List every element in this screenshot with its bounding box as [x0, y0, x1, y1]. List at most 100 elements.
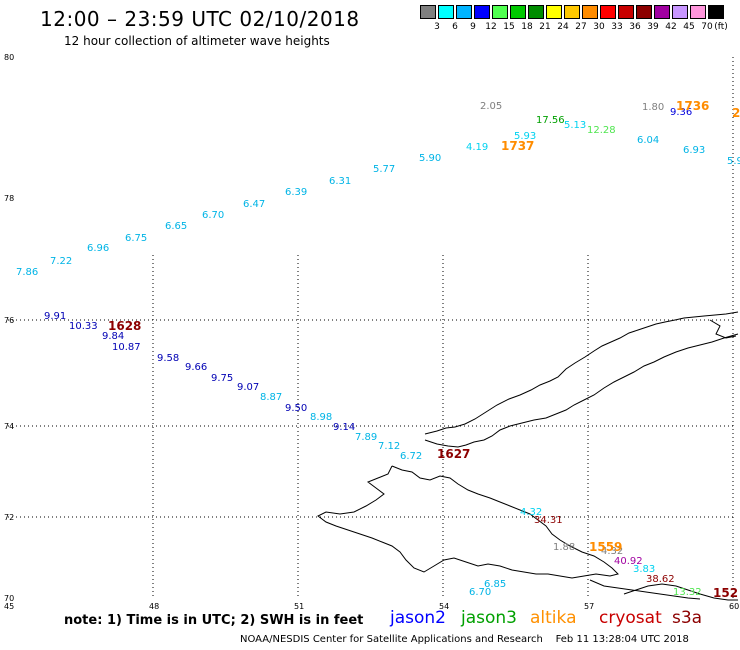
coastline: [317, 311, 739, 601]
wave-height-value: 38.62: [646, 574, 675, 585]
legend-swatch: [456, 5, 472, 19]
legend-swatch: [618, 5, 634, 19]
wave-height-value: 5.90: [419, 153, 441, 164]
legend-swatch: [546, 5, 562, 19]
wave-height-value: 4.32: [520, 507, 542, 518]
legend-swatch: [420, 5, 436, 19]
east-coast-fringe: [709, 319, 737, 339]
legend-label: 30: [593, 22, 605, 32]
wave-height-value: 34.31: [534, 515, 563, 526]
legend-swatch: [510, 5, 526, 19]
novaya-zemlya-south-island: [317, 465, 619, 579]
footer-credit: NOAA/NESDIS Center for Satellite Applica…: [240, 634, 689, 645]
wave-height-value: 7.22: [50, 256, 72, 267]
wave-height-value: 17.56: [536, 115, 565, 126]
latitude-label: 74: [4, 422, 14, 431]
wave-height-value: 5.93: [514, 131, 536, 142]
legend-swatch: [492, 5, 508, 19]
wave-height-value: 9.14: [333, 422, 355, 433]
wave-height-value: 7.12: [378, 441, 400, 452]
wave-height-value: 6.75: [125, 233, 147, 244]
generated-timestamp: Feb 11 13:28:04 UTC 2018: [555, 634, 689, 645]
wave-height-value: 6.72: [400, 451, 422, 462]
legend-swatch: [564, 5, 580, 19]
legend-label: 21: [539, 22, 551, 32]
wave-height-value: 9.36: [670, 107, 692, 118]
latitude-label: 78: [4, 194, 14, 203]
mainland-coast: [623, 583, 738, 601]
legend-swatch: [600, 5, 616, 19]
legend-label: 12: [485, 22, 497, 32]
satellite-name: s3a: [672, 608, 703, 628]
pass-time-label: 1736: [676, 99, 709, 113]
legend-swatch: [582, 5, 598, 19]
wave-height-value: 7.86: [16, 267, 38, 278]
wave-height-value: 6.39: [285, 187, 307, 198]
wave-height-value: 1.80: [642, 102, 664, 113]
legend-label: 70: [701, 22, 713, 32]
legend-label: 39: [647, 22, 659, 32]
pass-time-label: 1627: [437, 447, 470, 461]
legend-label: 33: [611, 22, 623, 32]
wave-height-value: 9.75: [211, 373, 233, 384]
wave-height-value: 9.58: [157, 353, 179, 364]
legend-label: 27: [575, 22, 587, 32]
legend-label: 45: [683, 22, 695, 32]
wave-height-value: 12.28: [587, 125, 616, 136]
wave-height-value: 8.87: [260, 392, 282, 403]
legend-label: 24: [557, 22, 569, 32]
wave-height-value: 4.19: [466, 142, 488, 153]
latitude-label: 70: [4, 594, 14, 603]
chart-subtitle: 12 hour collection of altimeter wave hei…: [64, 34, 330, 48]
legend-swatch: [474, 5, 490, 19]
legend-unit: (ft): [714, 22, 728, 32]
pass-time-label: 2: [732, 106, 740, 120]
wave-height-value: 7.89: [355, 432, 377, 443]
pass-time-label: 1737: [501, 139, 534, 153]
legend-label: 42: [665, 22, 677, 32]
wave-height-value: 6.65: [165, 221, 187, 232]
wave-height-value: 6.47: [243, 199, 265, 210]
satellite-name: cryosat: [599, 608, 662, 628]
longitude-label: 45: [4, 602, 14, 611]
wave-height-value: 5.77: [373, 164, 395, 175]
credit-text: NOAA/NESDIS Center for Satellite Applica…: [240, 634, 543, 645]
longitude-label: 54: [439, 602, 449, 611]
wave-height-value: 9.84: [102, 331, 124, 342]
novaya-zemlya-inner-coast: [424, 333, 739, 448]
longitude-label: 60: [729, 602, 739, 611]
legend-swatch: [672, 5, 688, 19]
wave-height-value: 40.92: [614, 556, 643, 567]
wave-height-value: 6.04: [637, 135, 659, 146]
longitude-label: 57: [584, 602, 594, 611]
legend-label: 3: [434, 22, 440, 32]
legend-label: 18: [521, 22, 533, 32]
wave-height-value: 9.91: [44, 311, 66, 322]
legend-swatch: [438, 5, 454, 19]
latitude-label: 72: [4, 513, 14, 522]
satellite-name: jason3: [461, 608, 517, 628]
legend-label: 36: [629, 22, 641, 32]
wave-height-value: 10.33: [69, 321, 98, 332]
wave-height-value: 13.32: [673, 587, 702, 598]
legend-swatch: [690, 5, 706, 19]
legend-swatch: [636, 5, 652, 19]
satellite-name: altika: [530, 608, 577, 628]
legend-label: 9: [470, 22, 476, 32]
wave-height-value: 6.70: [469, 587, 491, 598]
longitude-label: 48: [149, 602, 159, 611]
wave-height-value: 6.31: [329, 176, 351, 187]
wave-height-value: 5.13: [564, 120, 586, 131]
wave-height-value: 5.9: [727, 156, 740, 167]
pass-time-label: 152: [713, 586, 738, 600]
wave-height-value: 8.98: [310, 412, 332, 423]
legend-label: 15: [503, 22, 515, 32]
chart-title: 12:00 – 23:59 UTC 02/10/2018: [40, 7, 360, 31]
latitude-label: 80: [4, 53, 14, 62]
pass-time-label: 1559: [589, 540, 622, 554]
wave-height-value: 6.85: [484, 579, 506, 590]
longitude-label: 51: [294, 602, 304, 611]
wave-height-value: 1.88: [553, 542, 575, 553]
